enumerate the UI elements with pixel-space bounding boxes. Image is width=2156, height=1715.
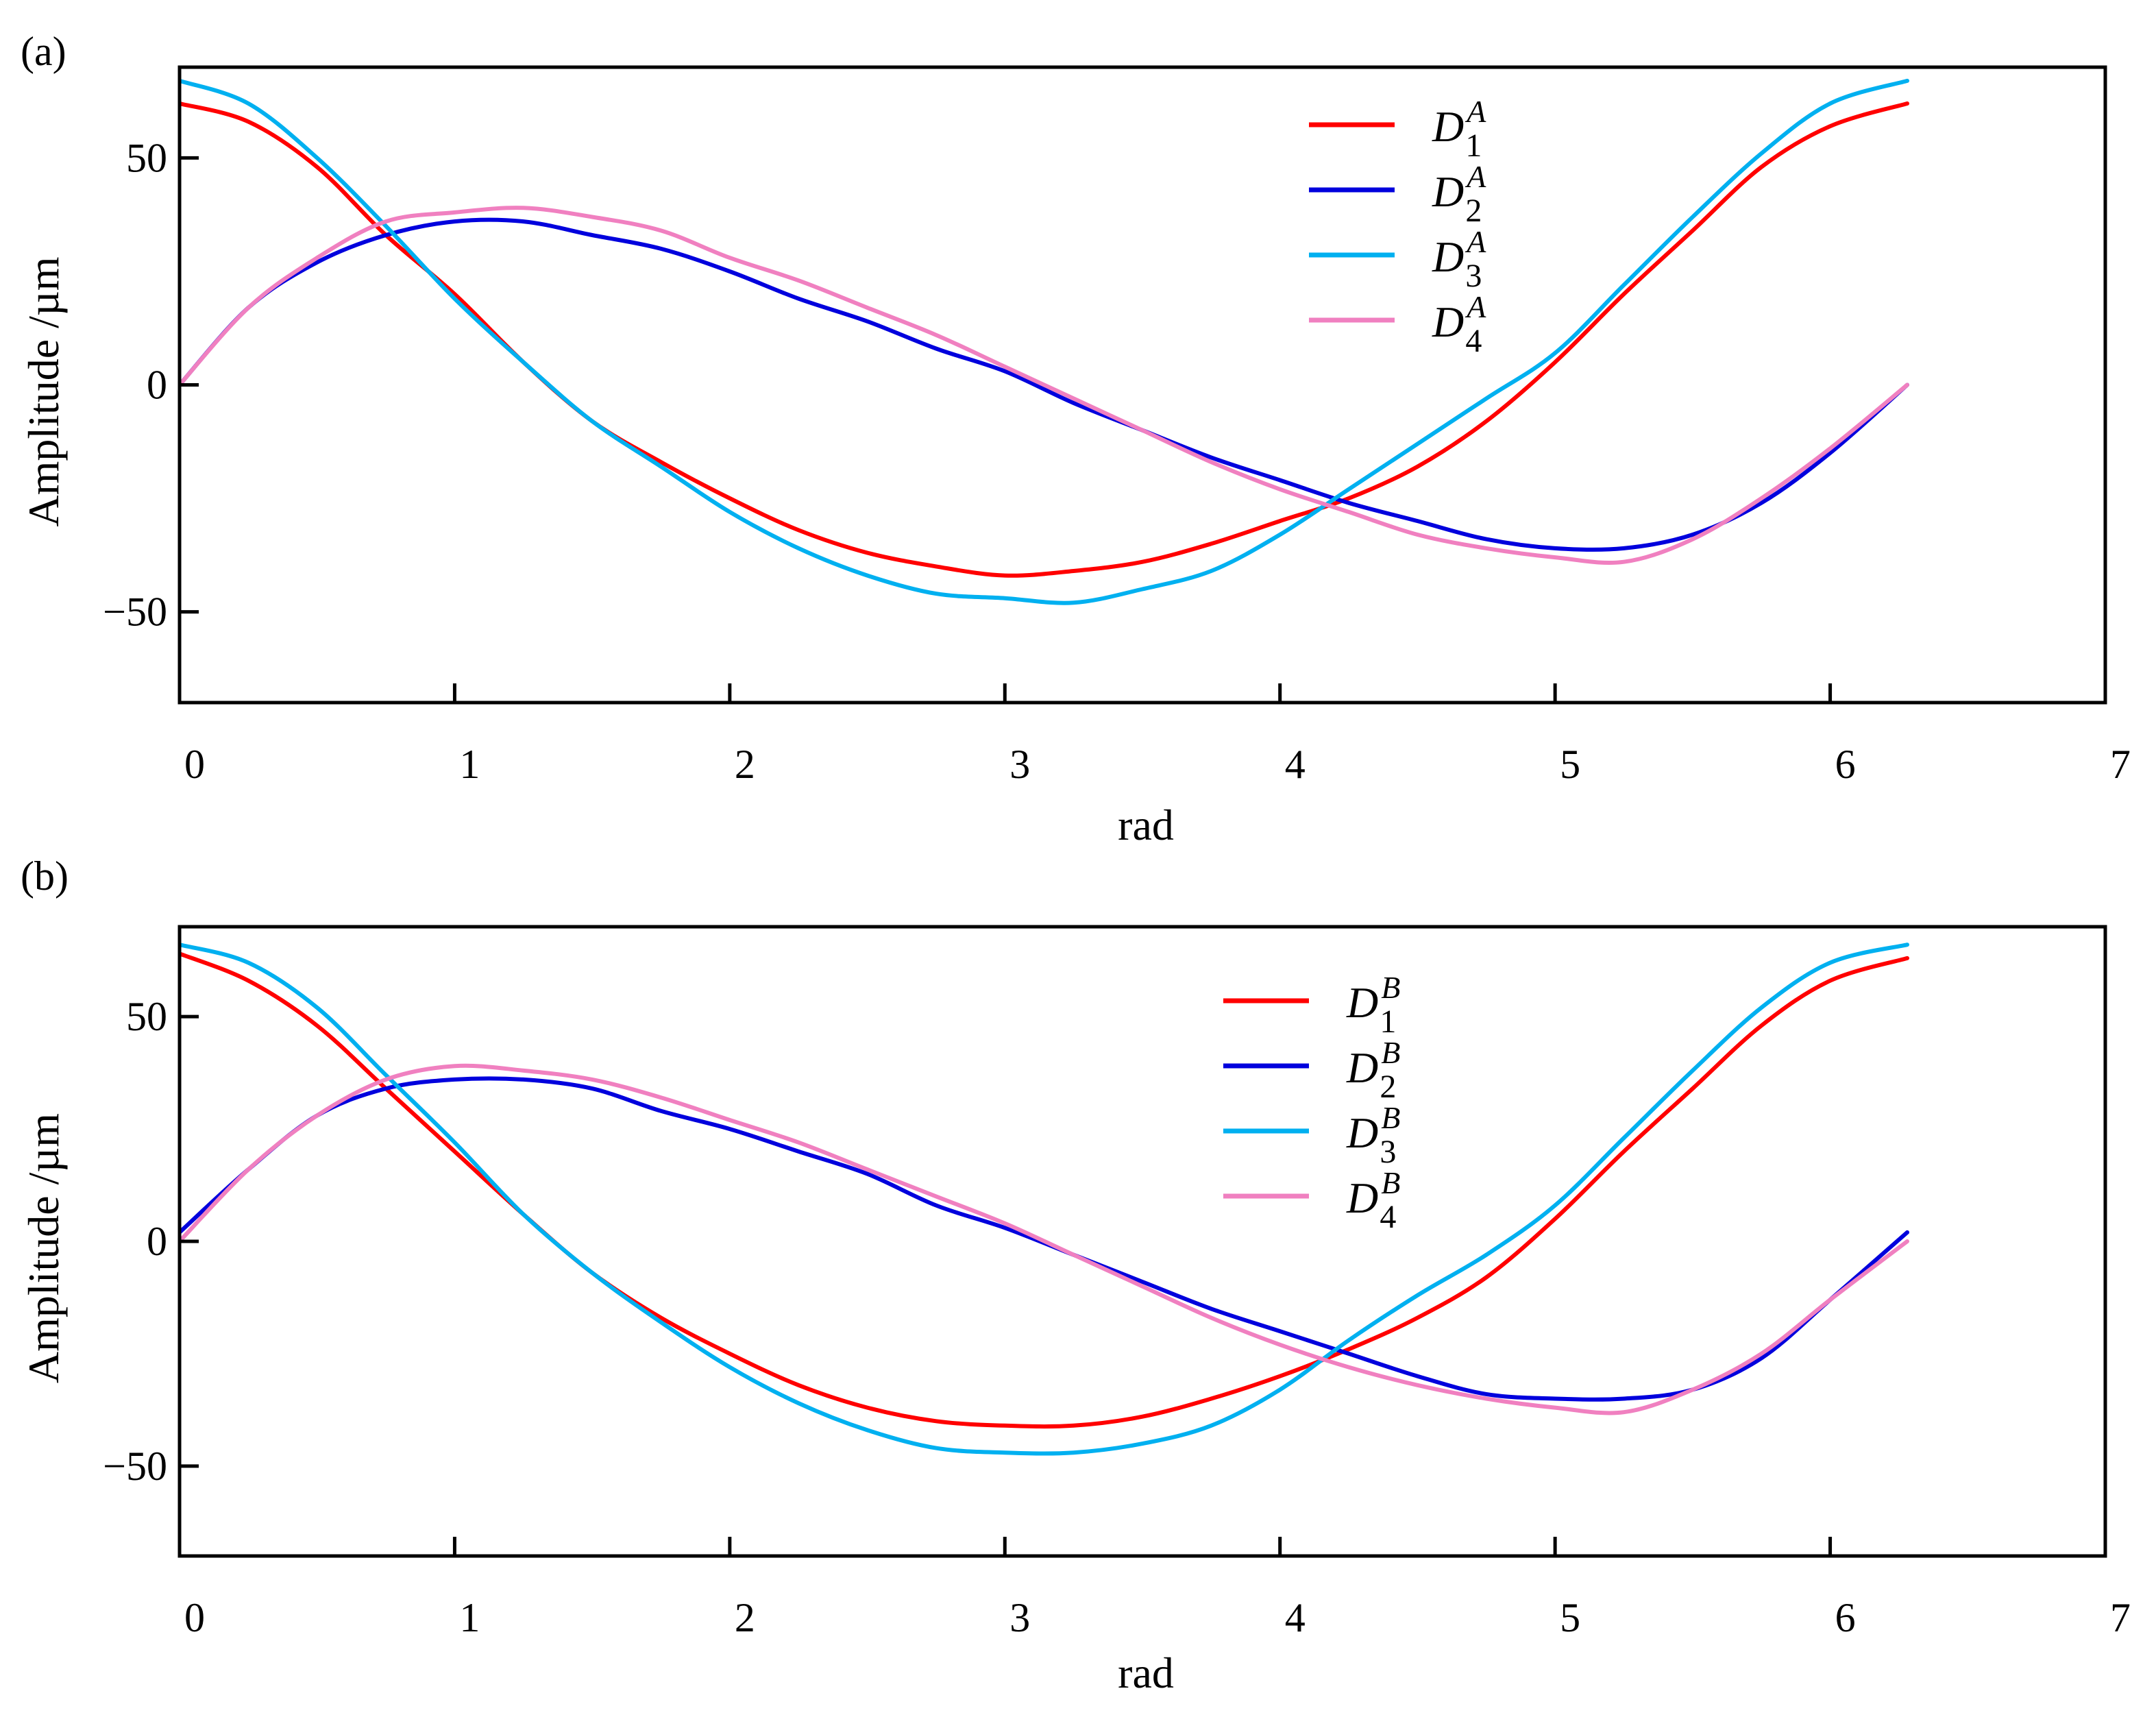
plot-frame <box>177 65 2107 705</box>
x-tick-label: 6 <box>1835 1595 1856 1640</box>
x-tick-label: 7 <box>2110 742 2131 787</box>
legend-label: DB 2 <box>1346 1035 1400 1105</box>
x-axis-label: rad <box>1118 801 1174 849</box>
x-tick-label: 0 <box>184 1595 205 1640</box>
legend-label: DA 3 <box>1432 224 1486 294</box>
series-line-d3-b <box>180 942 1909 1456</box>
y-tick-label: −50 <box>103 589 167 635</box>
x-axis-label: rad <box>1118 1649 1174 1697</box>
legend-label: DB 1 <box>1346 970 1400 1040</box>
plot-frame <box>177 925 2107 1558</box>
x-tick-label: 7 <box>2110 1595 2131 1640</box>
x-tick-label: 5 <box>1560 742 1580 787</box>
y-tick-label: −50 <box>103 1444 167 1489</box>
y-tick-label: 50 <box>126 135 167 180</box>
legend-label: DB 3 <box>1346 1100 1400 1170</box>
legend-label: DB 4 <box>1346 1165 1400 1235</box>
legend-label: DA 1 <box>1432 94 1486 164</box>
y-tick-label: 0 <box>147 363 167 408</box>
x-tick-label: 4 <box>1285 1595 1306 1640</box>
x-tick-label: 0 <box>184 742 205 787</box>
x-tick-label: 6 <box>1835 742 1856 787</box>
series-line-d2-a <box>180 217 1909 552</box>
x-tick-label: 1 <box>459 742 480 787</box>
x-tick-label: 1 <box>459 1595 480 1640</box>
series-line-d1-b <box>180 951 1909 1429</box>
y-axis-label: Amplitude /µm <box>19 256 68 526</box>
y-tick-label: 50 <box>126 994 167 1039</box>
series-line-d1-a <box>180 101 1909 578</box>
x-tick-label: 2 <box>735 1595 755 1640</box>
panel-label: (a) <box>21 29 66 74</box>
x-tick-label: 2 <box>735 742 755 787</box>
series-line-d4-b <box>180 1063 1909 1415</box>
x-tick-label: 3 <box>1009 742 1030 787</box>
y-tick-label: 0 <box>147 1219 167 1264</box>
x-tick-label: 3 <box>1009 1595 1030 1640</box>
x-tick-label: 4 <box>1285 742 1306 787</box>
series-line-d3-a <box>180 78 1909 605</box>
x-tick-label: 5 <box>1560 1595 1580 1640</box>
legend-label: DA 2 <box>1432 159 1486 229</box>
series-line-d4-a <box>180 206 1909 565</box>
legend-label: DA 4 <box>1432 289 1486 359</box>
panel-label: (b) <box>21 853 69 899</box>
y-axis-label: Amplitude /µm <box>19 1113 68 1383</box>
